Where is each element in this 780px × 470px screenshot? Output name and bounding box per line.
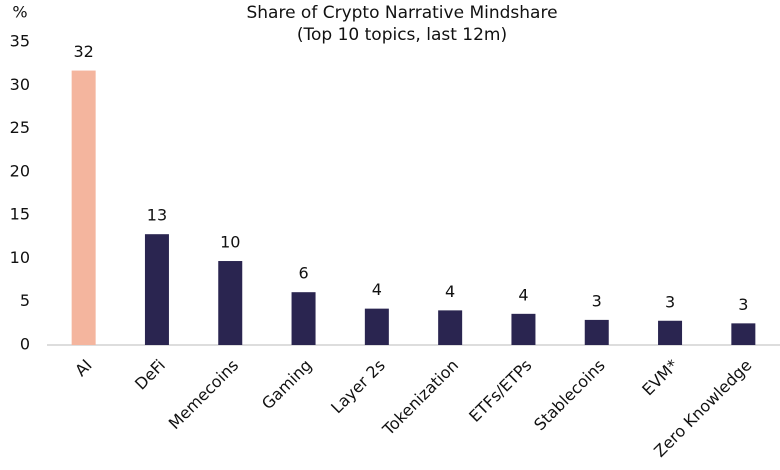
chart-subtitle: (Top 10 topics, last 12m) xyxy=(297,25,507,45)
data-label: 3 xyxy=(665,292,675,311)
bar xyxy=(731,323,756,345)
y-tick-label: 25 xyxy=(10,118,30,137)
x-tick-label: Tokenization xyxy=(378,356,462,440)
chart-title: Share of Crypto Narrative Mindshare xyxy=(246,3,557,23)
x-tick-label: AI xyxy=(71,356,96,381)
x-tick-label: EVM* xyxy=(638,356,682,400)
y-tick-label: 35 xyxy=(10,32,30,51)
data-label: 32 xyxy=(73,42,93,61)
x-tick-label: Gaming xyxy=(258,356,316,414)
data-label: 6 xyxy=(298,264,308,283)
x-tick-label: DeFi xyxy=(131,356,169,394)
bar xyxy=(291,292,316,345)
y-tick-label: 20 xyxy=(10,161,30,180)
bar xyxy=(218,261,243,345)
y-tick-label: 10 xyxy=(10,248,30,267)
data-label: 3 xyxy=(592,291,602,310)
y-tick-label: 15 xyxy=(10,205,30,224)
bar xyxy=(584,319,609,345)
data-label: 4 xyxy=(445,282,455,301)
y-tick-label: 5 xyxy=(20,291,30,310)
x-tick-label: Memecoins xyxy=(165,356,242,433)
y-tick-label: 30 xyxy=(10,75,30,94)
y-tick-label: 0 xyxy=(20,335,30,354)
bar xyxy=(71,70,96,345)
data-label: 4 xyxy=(372,280,382,299)
x-tick-label: Layer 2s xyxy=(327,356,389,418)
bar xyxy=(658,320,683,345)
data-label: 10 xyxy=(220,233,240,252)
x-tick-label: Stablecoins xyxy=(530,356,609,435)
bar xyxy=(511,313,536,345)
x-tick-label: ETFs/ETPs xyxy=(465,356,535,426)
bar xyxy=(438,310,463,345)
bar xyxy=(144,234,169,345)
data-label: 13 xyxy=(147,206,167,225)
data-label: 4 xyxy=(518,285,528,304)
y-axis-label: % xyxy=(12,3,27,22)
bar xyxy=(364,308,389,345)
data-label: 3 xyxy=(738,295,748,314)
